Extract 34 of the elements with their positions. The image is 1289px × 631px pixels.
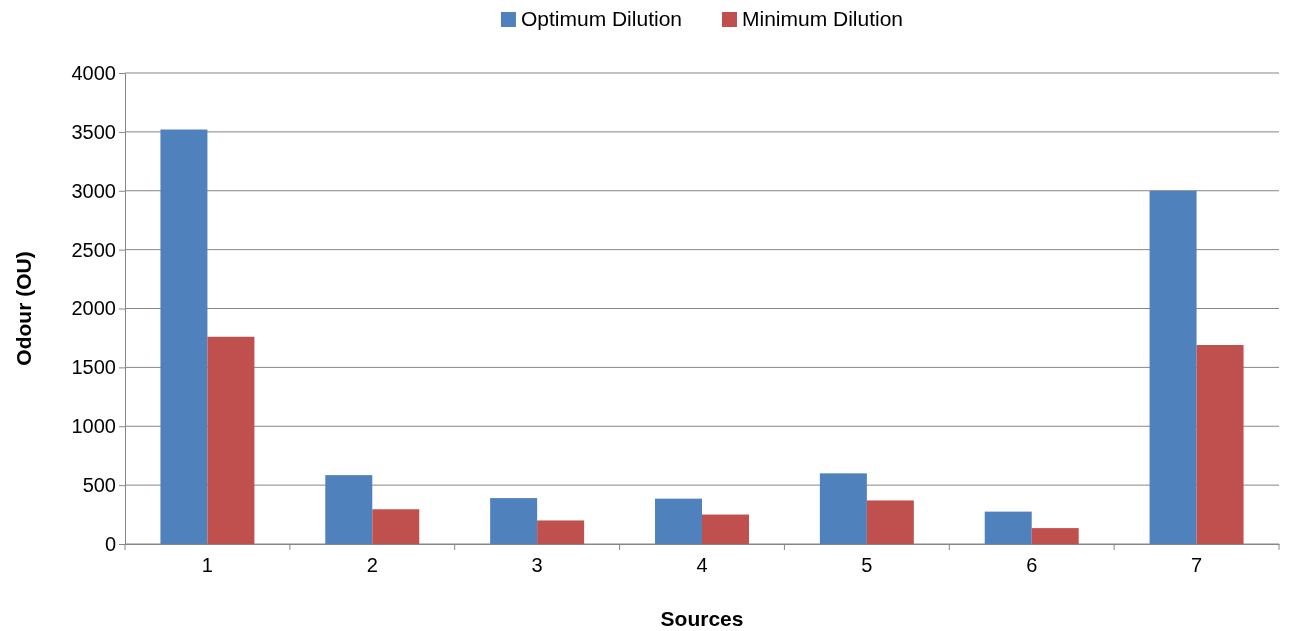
bar [490, 498, 538, 544]
y-axis-title: Odour (OU) [12, 251, 35, 366]
y-tick-label: 4000 [71, 61, 116, 84]
y-tick-label: 1500 [71, 356, 116, 379]
bar [325, 475, 373, 544]
y-tick-label: 2000 [71, 297, 116, 320]
y-tick-label: 3500 [71, 120, 116, 143]
legend-label: Optimum Dilution [520, 7, 683, 30]
bar [984, 511, 1032, 544]
bar [655, 498, 702, 544]
bar [702, 514, 749, 544]
y-tick-label: 1000 [71, 415, 116, 438]
x-tick-label: 7 [1191, 554, 1203, 577]
y-tick-label: 0 [104, 532, 116, 555]
bar [537, 520, 585, 544]
x-tick-label: 2 [366, 554, 378, 577]
bar [1031, 528, 1079, 544]
bar [819, 473, 867, 544]
x-tick-label: 3 [531, 554, 543, 577]
y-tick-label: 3000 [71, 179, 116, 202]
bar [160, 129, 208, 544]
bar [1149, 190, 1197, 544]
bar [207, 336, 255, 544]
x-axis-title: Sources [660, 607, 744, 630]
x-tick-label: 5 [861, 554, 873, 577]
bar [1196, 345, 1244, 544]
y-tick-label: 2500 [71, 238, 116, 261]
x-tick-label: 6 [1026, 554, 1038, 577]
x-tick-label: 1 [201, 554, 213, 577]
x-tick-label: 4 [696, 554, 708, 577]
bar [372, 509, 420, 544]
legend-label: Minimum Dilution [742, 7, 904, 30]
bar [866, 500, 914, 544]
y-tick-label: 500 [82, 474, 116, 497]
